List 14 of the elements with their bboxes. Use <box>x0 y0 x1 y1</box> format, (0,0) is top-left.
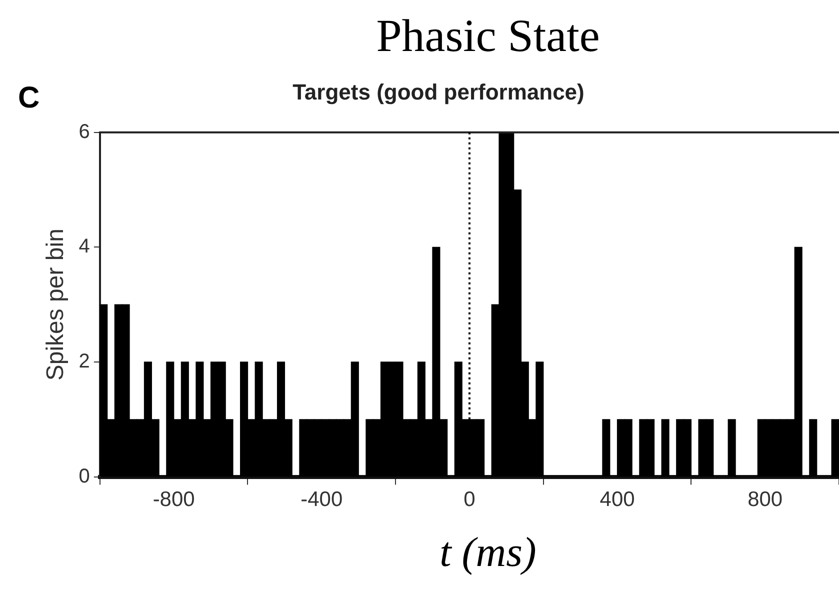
x-tick-label: -800 <box>152 488 195 512</box>
x-tick-label: 0 <box>464 488 476 512</box>
y-axis-title: Spikes per bin <box>42 228 70 381</box>
y-tick-label: 0 <box>78 465 90 488</box>
x-tick-label: 400 <box>600 488 635 512</box>
chart-title: Phasic State <box>375 9 601 63</box>
y-tick-label: 6 <box>78 120 90 143</box>
chart-subtitle: Targets (good performance) <box>292 79 584 104</box>
x-axis-title: t (ms) <box>438 529 538 578</box>
x-tick-label: 800 <box>748 488 783 512</box>
y-tick-label: 2 <box>78 350 90 373</box>
x-tick-label: -400 <box>300 488 343 512</box>
y-tick-label: 4 <box>78 236 90 258</box>
text: C <box>18 81 40 114</box>
